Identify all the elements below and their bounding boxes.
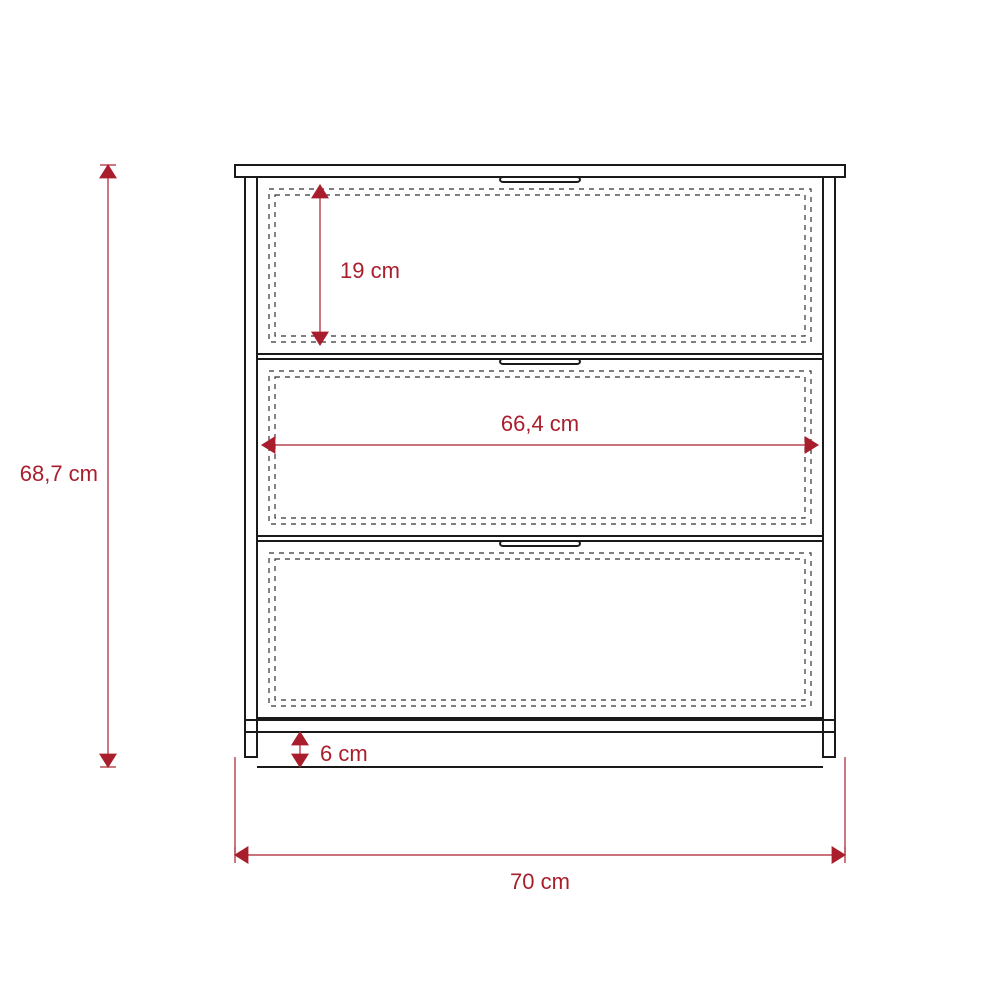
dimension-label: 66,4 cm <box>501 411 579 436</box>
dimension-label: 19 cm <box>340 258 400 283</box>
furniture-outline <box>235 165 845 767</box>
dimension-diagram: 68,7 cm 70 cm 19 cm 66,4 cm 6 cm <box>0 0 1000 1000</box>
dimensions <box>100 165 845 863</box>
drawer-2 <box>257 359 823 536</box>
dimension-label: 70 cm <box>510 869 570 894</box>
dimension-label: 68,7 cm <box>20 461 98 486</box>
drawer-3 <box>257 541 823 718</box>
dimension-label: 6 cm <box>320 741 368 766</box>
